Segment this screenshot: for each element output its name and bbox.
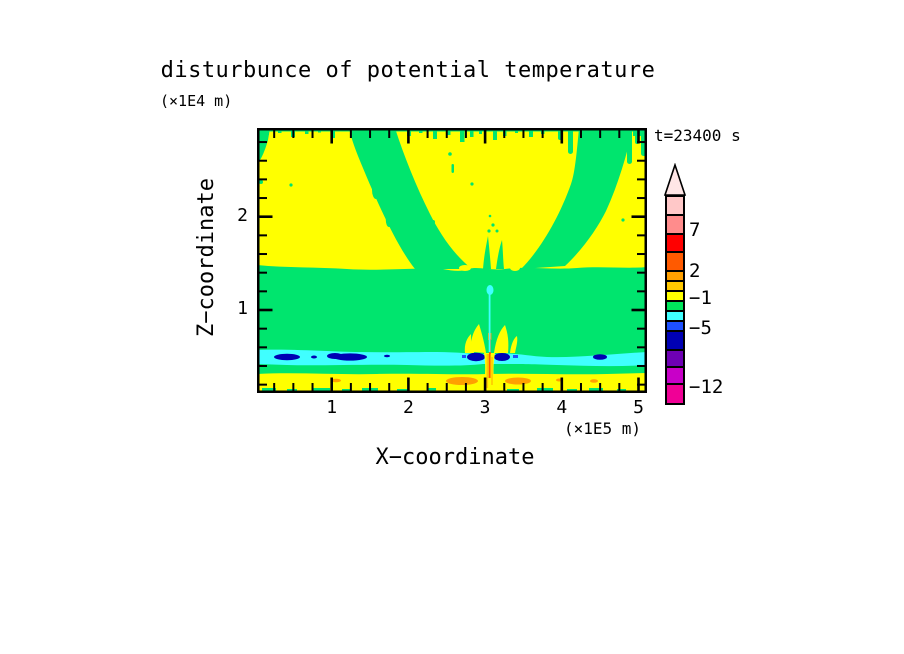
central-plume (464, 285, 518, 389)
colorbar-tick-label: −1 (689, 287, 712, 309)
chart-title: disturbunce of potential temperature (160, 58, 656, 83)
time-annotation: t=23400 s (654, 126, 741, 145)
colorbar (665, 195, 685, 405)
z-tick-label: 1 (237, 298, 248, 319)
colorbar-segment (667, 322, 683, 332)
colorbar-segment (667, 385, 683, 403)
x-tick-label: 4 (556, 397, 568, 418)
orange-warm-blobs (331, 377, 598, 385)
colorbar-tick-label: 2 (689, 260, 701, 282)
x-tick-label: 5 (633, 397, 644, 418)
x-tick-label: 2 (402, 397, 414, 418)
blue-fleck (462, 355, 466, 358)
colorbar-segment (667, 302, 683, 312)
colorbar-segment (667, 292, 683, 302)
left-wave-arm (349, 128, 472, 269)
colorbar-tick-label: −12 (689, 376, 724, 398)
colorbar-overflow-arrow (663, 163, 687, 196)
contour-field (257, 128, 647, 393)
cyan-filament (488, 288, 491, 352)
colorbar-tick-label: 7 (689, 219, 701, 241)
field-specks (259, 152, 625, 233)
colorbar-tick-label: −5 (689, 317, 712, 339)
x-axis-unit-label: (×1E5 m) (564, 419, 642, 438)
colorbar-segment (667, 312, 683, 322)
plot-area (257, 128, 647, 393)
colorbar-segment (667, 351, 683, 368)
colorbar-segment (667, 216, 683, 235)
colorbar-segment (667, 282, 683, 292)
band-top-bump (459, 265, 471, 271)
navy-cold-blobs (274, 352, 607, 362)
plot-frame (257, 128, 647, 393)
blue-fleck (513, 355, 518, 358)
band-top-bump (510, 265, 520, 271)
colorbar-segment (667, 253, 683, 272)
x-tick-label: 1 (326, 397, 338, 418)
right-wave-arm (521, 128, 647, 269)
colorbar-segment (667, 272, 683, 282)
x-axis-title: X−coordinate (375, 445, 535, 470)
colorbar-segment (667, 368, 683, 385)
colorbar-segment (667, 332, 683, 351)
x-tick-label: 3 (479, 397, 491, 418)
colorbar-segment (667, 197, 683, 216)
z-axis-title: Z−coordinate (194, 178, 219, 337)
cyan-filament-head (486, 285, 494, 295)
colorbar-segment (667, 235, 683, 253)
central-green-sprouts (483, 214, 504, 269)
z-axis-unit-label: (×1E4 m) (160, 92, 233, 110)
axis-ticks (259, 130, 645, 391)
z-tick-label: 2 (237, 204, 248, 226)
